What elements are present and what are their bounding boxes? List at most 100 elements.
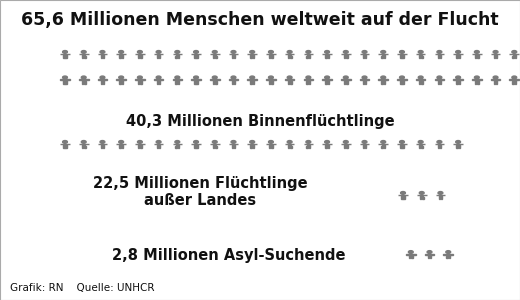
Bar [210,144,213,145]
Bar [325,146,327,148]
Circle shape [324,140,330,143]
Bar [253,146,254,148]
Bar [157,53,160,56]
Circle shape [175,50,180,53]
Bar [63,81,64,84]
Bar [328,81,329,84]
Bar [322,54,326,55]
Circle shape [418,76,423,79]
Bar [491,79,494,80]
Bar [404,144,407,145]
Circle shape [62,140,68,143]
Bar [116,144,120,145]
Bar [341,54,344,55]
Bar [419,143,422,146]
Bar [382,143,385,146]
Bar [138,79,141,81]
Bar [385,79,388,80]
Bar [457,53,460,56]
Bar [154,144,157,145]
Bar [440,146,441,148]
Bar [328,146,329,148]
Bar [229,144,232,145]
Bar [84,81,86,84]
Bar [397,79,400,80]
Bar [194,146,196,148]
Bar [63,146,64,148]
Bar [123,54,126,55]
Bar [135,54,138,55]
Circle shape [437,140,442,143]
Bar [66,81,67,84]
Bar [306,56,308,58]
Bar [288,146,289,148]
Circle shape [193,140,199,143]
Bar [421,56,423,58]
Circle shape [231,50,236,53]
Bar [475,81,476,84]
Bar [400,146,401,148]
Bar [254,144,257,145]
Circle shape [268,50,274,53]
Bar [291,144,294,145]
Bar [288,81,289,84]
Bar [254,54,257,55]
Bar [459,56,460,58]
Bar [362,56,364,58]
Bar [400,81,401,84]
Bar [416,54,419,55]
Bar [456,56,458,58]
Circle shape [81,50,86,53]
Bar [120,143,123,146]
Bar [285,79,288,80]
Bar [456,81,458,84]
Circle shape [438,192,443,194]
Bar [379,54,382,55]
Bar [365,81,367,84]
Bar [266,79,269,80]
Bar [194,53,198,56]
Bar [122,81,123,84]
Circle shape [250,50,255,53]
Bar [398,195,401,196]
Bar [309,81,310,84]
Circle shape [231,140,236,143]
Bar [119,146,121,148]
Bar [197,56,198,58]
Bar [178,146,179,148]
Text: 2,8 Millionen Asyl-Suchende: 2,8 Millionen Asyl-Suchende [112,248,346,263]
Bar [290,81,292,84]
Bar [103,56,105,58]
Bar [272,79,276,80]
Bar [85,54,88,55]
Bar [160,79,163,80]
Bar [306,146,308,148]
Bar [441,54,444,55]
Bar [234,81,236,84]
Bar [457,79,460,81]
Bar [402,146,404,148]
Bar [215,56,217,58]
Circle shape [493,76,498,79]
Bar [160,144,163,145]
Bar [496,81,498,84]
Circle shape [193,76,199,79]
Bar [411,256,413,258]
Bar [176,53,179,56]
Bar [135,144,138,145]
Bar [122,146,123,148]
Bar [159,146,161,148]
Bar [435,144,438,145]
Circle shape [62,76,68,79]
Bar [100,81,102,84]
Circle shape [474,50,479,53]
Bar [422,54,425,55]
Circle shape [437,76,442,79]
Bar [213,56,214,58]
Circle shape [419,192,424,194]
Circle shape [306,76,311,79]
Circle shape [137,76,142,79]
Bar [175,56,177,58]
Bar [437,81,439,84]
Bar [288,79,291,81]
